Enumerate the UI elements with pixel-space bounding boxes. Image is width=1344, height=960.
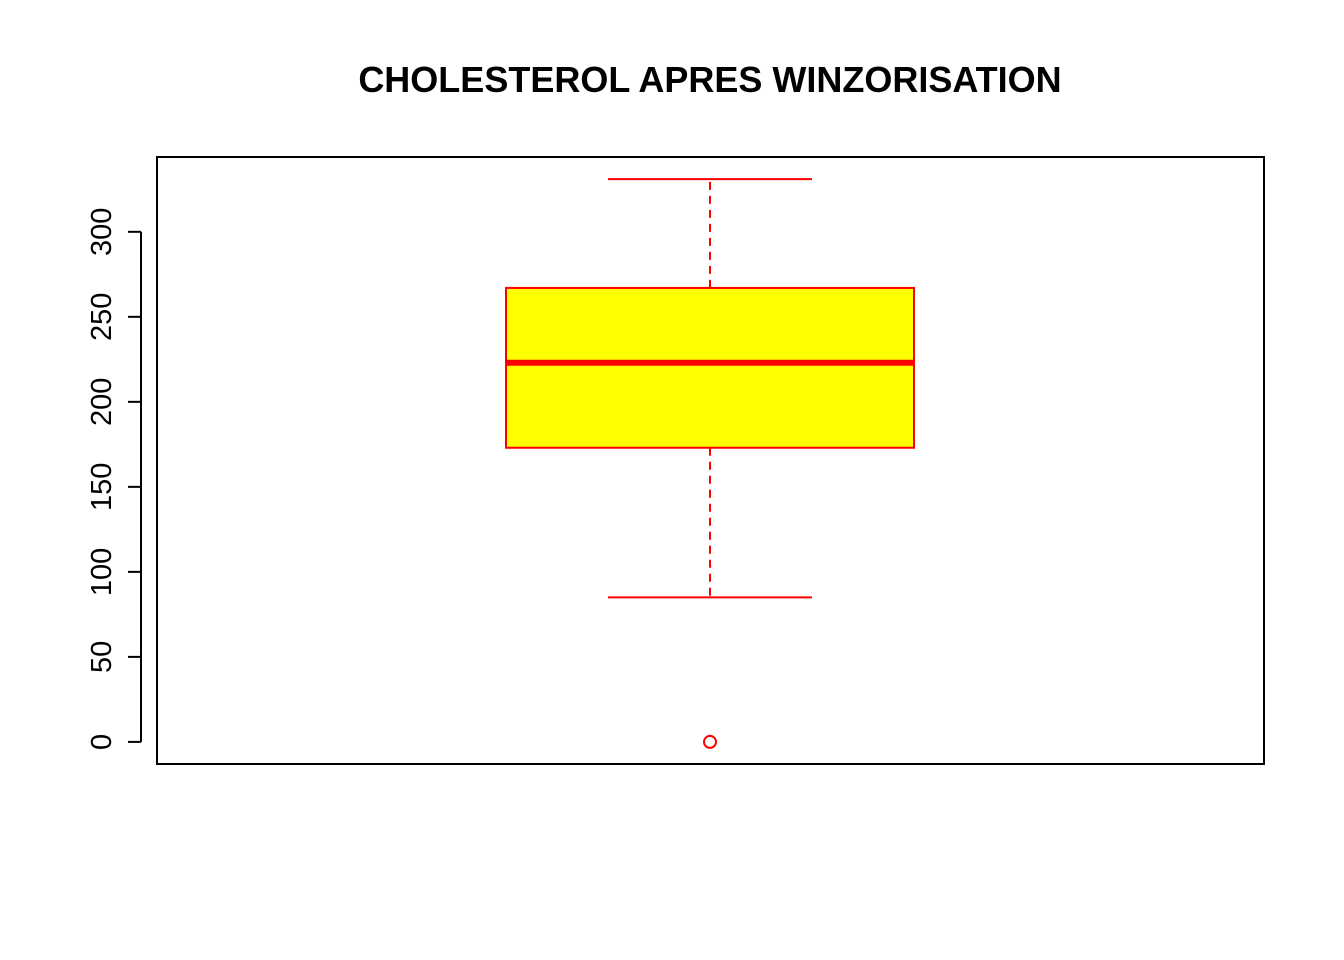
plot-frame [156, 156, 1265, 765]
y-tick-label: 0 [86, 734, 118, 750]
y-tick-label: 150 [86, 463, 118, 511]
outlier-point [703, 734, 717, 749]
y-tick-label: 100 [86, 548, 118, 596]
y-tick-label: 250 [86, 293, 118, 341]
box-group [505, 178, 915, 749]
iqr-box [505, 286, 915, 449]
y-tick-label: 300 [86, 208, 118, 256]
y-tick-label: 50 [86, 641, 118, 673]
chart-title: CHOLESTEROL APRES WINZORISATION [358, 59, 1061, 100]
y-tick-label: 200 [86, 378, 118, 426]
y-axis: 0 50 100 150 200 250 300 [86, 208, 142, 750]
